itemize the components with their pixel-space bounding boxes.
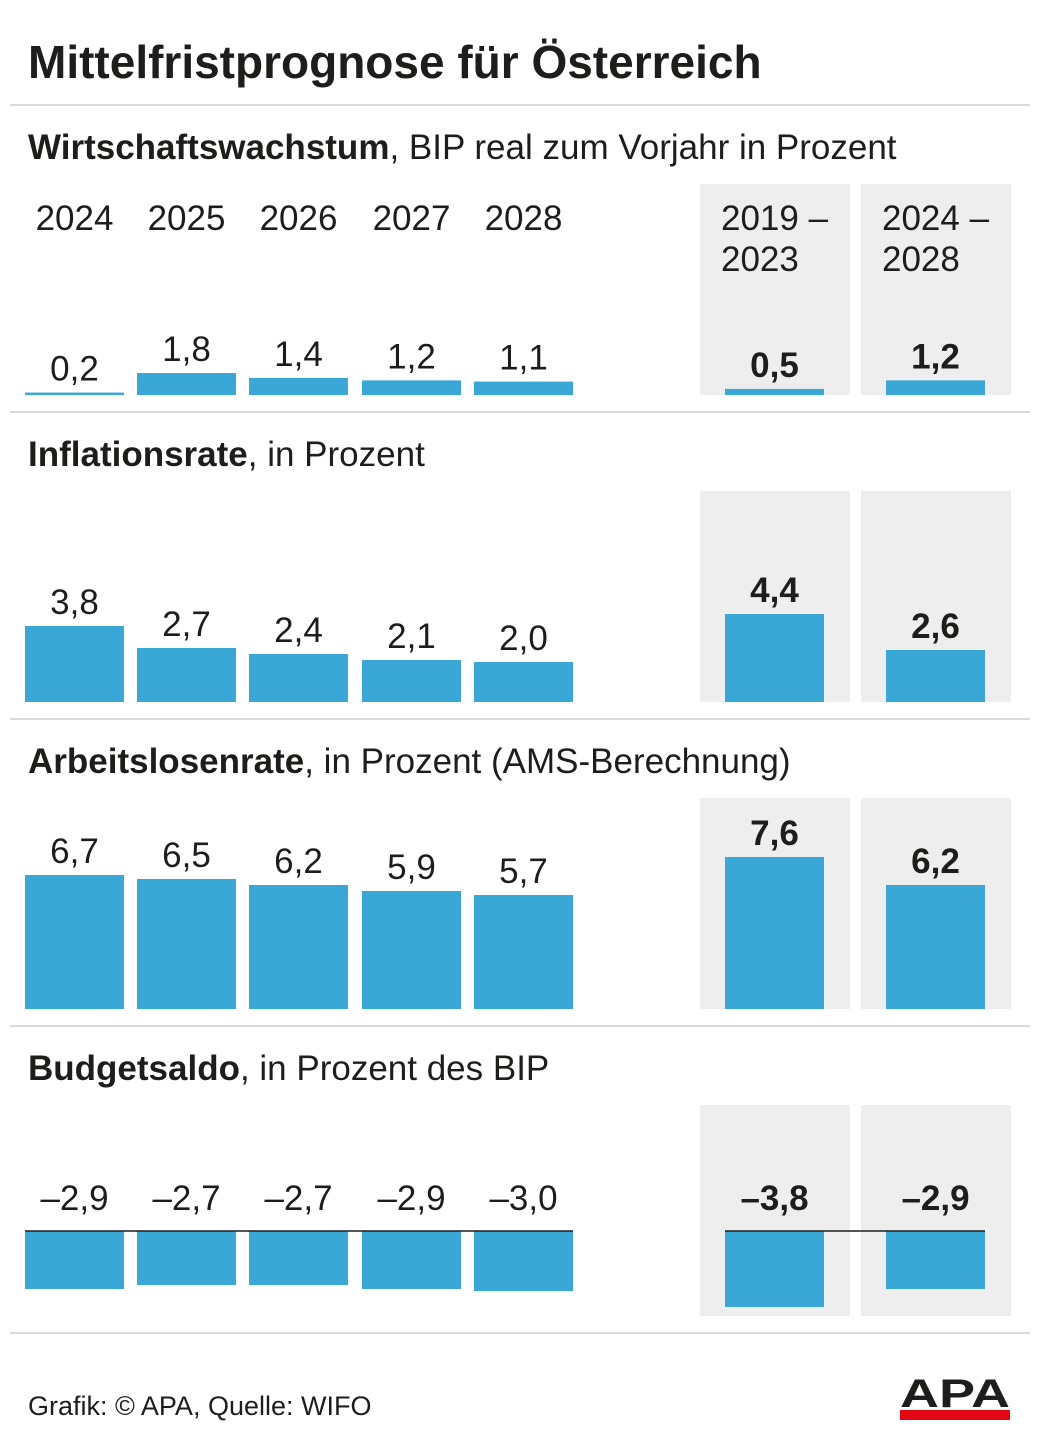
bar xyxy=(725,857,824,1009)
bar-value-label: 2,4 xyxy=(274,611,323,650)
bar-value-label: –3,0 xyxy=(489,1179,557,1218)
section-heading-inflation: Inflationsrate, in Prozent xyxy=(28,433,425,477)
bar-value-label: –2,7 xyxy=(152,1179,220,1218)
section-heading-growth: Wirtschaftswachstum, BIP real zum Vorjah… xyxy=(28,126,897,170)
bar-value-label: 1,2 xyxy=(911,337,960,376)
bar xyxy=(725,1231,824,1307)
bar xyxy=(25,392,124,395)
bar xyxy=(362,660,461,702)
apa-logo-text: APA xyxy=(900,1373,1010,1416)
divider xyxy=(10,1025,1030,1027)
bar-value-label: –2,9 xyxy=(901,1179,969,1218)
bar-value-label: 6,5 xyxy=(162,836,211,875)
heading-bold: Budgetsaldo xyxy=(28,1049,240,1088)
bar-value-label: 1,2 xyxy=(387,337,436,376)
bar-value-label: 2,7 xyxy=(162,605,211,644)
divider xyxy=(10,411,1030,413)
average-period-label: 2019 – xyxy=(721,199,829,238)
bar-value-label: 4,4 xyxy=(750,571,799,610)
bar xyxy=(886,885,985,1009)
bar xyxy=(25,1231,124,1289)
heading-rest: , in Prozent des BIP xyxy=(239,1049,550,1088)
bar-value-label: –2,7 xyxy=(264,1179,332,1218)
heading-rest: , in Prozent xyxy=(247,435,425,474)
year-label: 2026 xyxy=(260,199,338,238)
section-heading-unemployment: Arbeitslosenrate, in Prozent (AMS-Berech… xyxy=(28,740,791,784)
bar-value-label: 1,8 xyxy=(162,330,211,369)
footer-source: Grafik: © APA, Quelle: WIFO xyxy=(28,1391,372,1421)
bar-value-label: 0,2 xyxy=(50,350,99,389)
divider xyxy=(10,1332,1030,1334)
divider xyxy=(10,718,1030,720)
bar-value-label: 6,7 xyxy=(50,832,99,871)
section-heading-budget: Budgetsaldo, in Prozent des BIP xyxy=(28,1047,549,1091)
heading-bold: Inflationsrate xyxy=(28,435,248,474)
bar xyxy=(474,1231,573,1291)
divider xyxy=(10,104,1030,106)
average-period-label: 2024 – xyxy=(882,199,990,238)
bar-value-label: 2,6 xyxy=(911,607,960,646)
bar-value-label: 3,8 xyxy=(50,583,99,622)
page-title: Mittelfristprognose für Österreich xyxy=(28,36,762,88)
year-label: 2025 xyxy=(148,199,226,238)
bar-value-label: –3,8 xyxy=(740,1179,808,1218)
bar-value-label: –2,9 xyxy=(377,1179,445,1218)
heading-rest: , BIP real zum Vorjahr in Prozent xyxy=(389,128,897,167)
bar xyxy=(725,614,824,702)
bar-value-label: 2,0 xyxy=(499,619,548,658)
bar xyxy=(886,1231,985,1289)
bar xyxy=(362,891,461,1009)
bar-value-label: 1,1 xyxy=(499,339,548,378)
bar-value-label: 5,9 xyxy=(387,848,436,887)
apa-logo-bar xyxy=(900,1410,1010,1420)
bar-value-label: 6,2 xyxy=(274,842,323,881)
bar xyxy=(362,1231,461,1289)
bar xyxy=(137,648,236,702)
bar xyxy=(886,380,985,395)
bar xyxy=(249,654,348,702)
bar-value-label: 0,5 xyxy=(750,346,799,385)
heading-rest: , in Prozent (AMS-Berechnung) xyxy=(304,742,791,781)
bar xyxy=(362,380,461,395)
bar-value-label: 2,1 xyxy=(387,617,436,656)
year-label: 2027 xyxy=(373,199,451,238)
year-label: 2028 xyxy=(485,199,563,238)
apa-logo: APA xyxy=(900,1373,1010,1420)
bar xyxy=(25,626,124,702)
bar-value-label: 1,4 xyxy=(274,335,323,374)
average-period-label: 2023 xyxy=(721,240,799,279)
bar-value-label: 7,6 xyxy=(750,814,799,853)
bar xyxy=(249,1231,348,1285)
bar xyxy=(474,381,573,395)
bar xyxy=(886,650,985,702)
average-panel xyxy=(861,184,1011,395)
heading-bold: Arbeitslosenrate xyxy=(28,742,305,781)
average-panel xyxy=(700,184,850,395)
bar xyxy=(249,377,348,395)
average-period-label: 2028 xyxy=(882,240,960,279)
bar xyxy=(137,879,236,1009)
bar xyxy=(474,662,573,702)
bar xyxy=(25,875,124,1009)
year-label: 2024 xyxy=(36,199,114,238)
bar xyxy=(725,388,824,395)
bar xyxy=(137,1231,236,1285)
heading-bold: Wirtschaftswachstum xyxy=(28,128,390,167)
bar xyxy=(474,895,573,1009)
bar-value-label: 5,7 xyxy=(499,852,548,891)
bar xyxy=(137,373,236,395)
bar xyxy=(249,885,348,1009)
bar-value-label: 6,2 xyxy=(911,842,960,881)
bar-value-label: –2,9 xyxy=(40,1179,108,1218)
